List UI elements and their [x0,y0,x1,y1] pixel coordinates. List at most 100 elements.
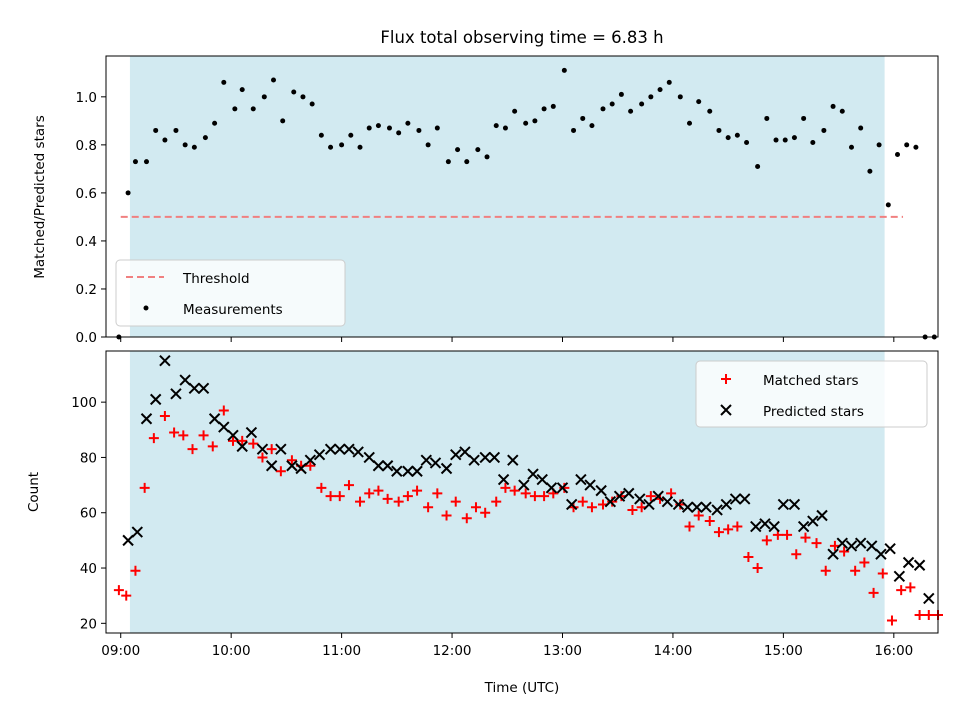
data-point [565,498,578,511]
x-tick-label: 13:00 [543,643,582,659]
data-point [707,108,713,114]
data-point [140,413,153,425]
data-point [693,510,704,521]
data-point [432,488,443,499]
data-point [791,549,802,560]
data-point [391,465,403,477]
data-point [305,460,316,471]
data-point [858,125,864,131]
data-point [402,465,414,477]
data-point [239,87,245,93]
data-point [328,144,334,150]
data-point [507,454,519,466]
data-point [179,374,191,386]
data-point [830,103,836,109]
data-point [488,451,501,464]
data-point [187,444,198,455]
data-point [169,427,180,438]
data-point [357,144,363,150]
data-point [475,147,481,153]
data-point [207,441,218,452]
data-point [162,137,168,143]
data-point [648,94,654,100]
data-point [256,443,269,455]
data-point [423,502,434,513]
data-point [470,502,481,513]
data-point [797,520,810,533]
data-point [713,527,724,538]
data-point [132,159,138,165]
data-point [339,142,345,148]
data-point [759,518,771,530]
x-tick-label: 12:00 [433,643,472,659]
data-point [313,448,326,461]
data-point [237,435,248,446]
bottom-panel: 09:00 10:00 11:00 12:00 13:00 14:00 15:00 16:00… [71,350,943,659]
data-point [309,101,315,107]
data-point [896,585,907,596]
data-point [904,142,910,148]
data-point [386,125,392,131]
data-point [366,125,372,131]
data-point [434,125,440,131]
y-tick-label: 0.6 [76,186,97,202]
y-tick-label: 40 [80,561,97,577]
data-point [182,142,188,148]
data-point [704,516,715,527]
x-tick-label: 11:00 [322,643,361,659]
data-point [777,498,790,511]
data-point [739,493,751,505]
data-point [539,491,550,502]
data-point [761,535,772,546]
data-point [143,159,149,165]
data-point [512,108,518,114]
data-point [807,515,819,527]
data-point [429,457,442,469]
legend-predicted-swatch [720,404,732,416]
data-point [188,382,201,395]
data-point [755,163,761,169]
data-point [529,491,540,502]
data-point [657,87,663,93]
data-point [325,491,336,502]
data-point [816,509,828,522]
data-point [914,610,925,621]
data-point [280,118,286,124]
data-point [839,108,845,114]
data-point [518,479,530,491]
data-point [227,429,239,442]
data-point [382,493,393,504]
data-point [586,502,597,513]
data-point [130,565,141,576]
data-point [159,354,171,367]
data-point [412,485,423,496]
data-point [677,94,683,100]
data-point [821,127,827,133]
data-point [343,480,354,491]
data-point [491,496,502,507]
data-point [696,99,702,105]
legend-measurements-swatch [143,305,149,311]
data-point [393,496,404,507]
data-point [178,430,189,441]
data-point [440,462,453,475]
data-point [684,521,695,532]
data-point [577,496,588,507]
data-point [373,485,384,496]
data-point [221,79,227,85]
data-point [381,460,394,472]
data-point [810,139,816,145]
data-point [450,496,461,507]
data-point [773,137,779,143]
top-axes-frame [105,55,939,338]
data-point [905,582,916,593]
data-point [744,139,750,145]
data-point [212,120,218,126]
data-point [248,438,259,449]
data-point [859,557,870,568]
y-tick-label: 80 [80,450,97,466]
data-point [266,444,277,455]
data-point [500,482,511,493]
data-point [198,430,209,441]
data-point [634,493,646,505]
